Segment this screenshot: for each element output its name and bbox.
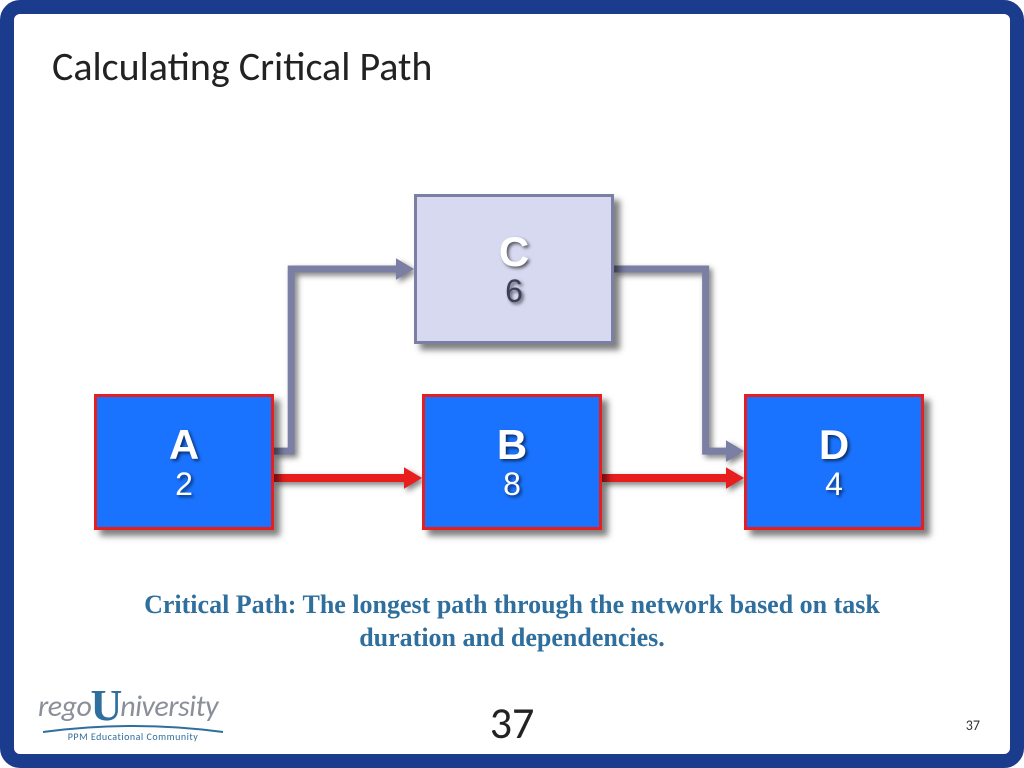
node-C-label: C (499, 231, 529, 273)
node-D: D4 (744, 394, 924, 530)
node-D-label: D (819, 424, 849, 466)
node-A-label: A (169, 424, 199, 466)
node-B-label: B (497, 424, 527, 466)
node-A: A2 (94, 394, 274, 530)
caption-text: Critical Path: The longest path through … (14, 589, 1010, 654)
slide-frame: Calculating Critical Path A2B8D4C6 Criti… (0, 0, 1024, 768)
page-number-small: 37 (966, 717, 980, 734)
logo-niversity: niversity (120, 692, 218, 722)
logo: rego U niversity PPM Educational Communi… (38, 680, 228, 742)
node-B-value: 8 (503, 468, 521, 500)
logo-rego: rego (38, 692, 91, 722)
node-C-value: 6 (505, 275, 523, 307)
node-B: B8 (422, 394, 602, 530)
page-number-large: 37 (490, 696, 535, 750)
logo-u: U (90, 684, 122, 728)
node-D-value: 4 (825, 468, 843, 500)
logo-tagline: PPM Educational Community (38, 732, 228, 742)
node-C: C6 (414, 194, 614, 344)
node-A-value: 2 (175, 468, 193, 500)
